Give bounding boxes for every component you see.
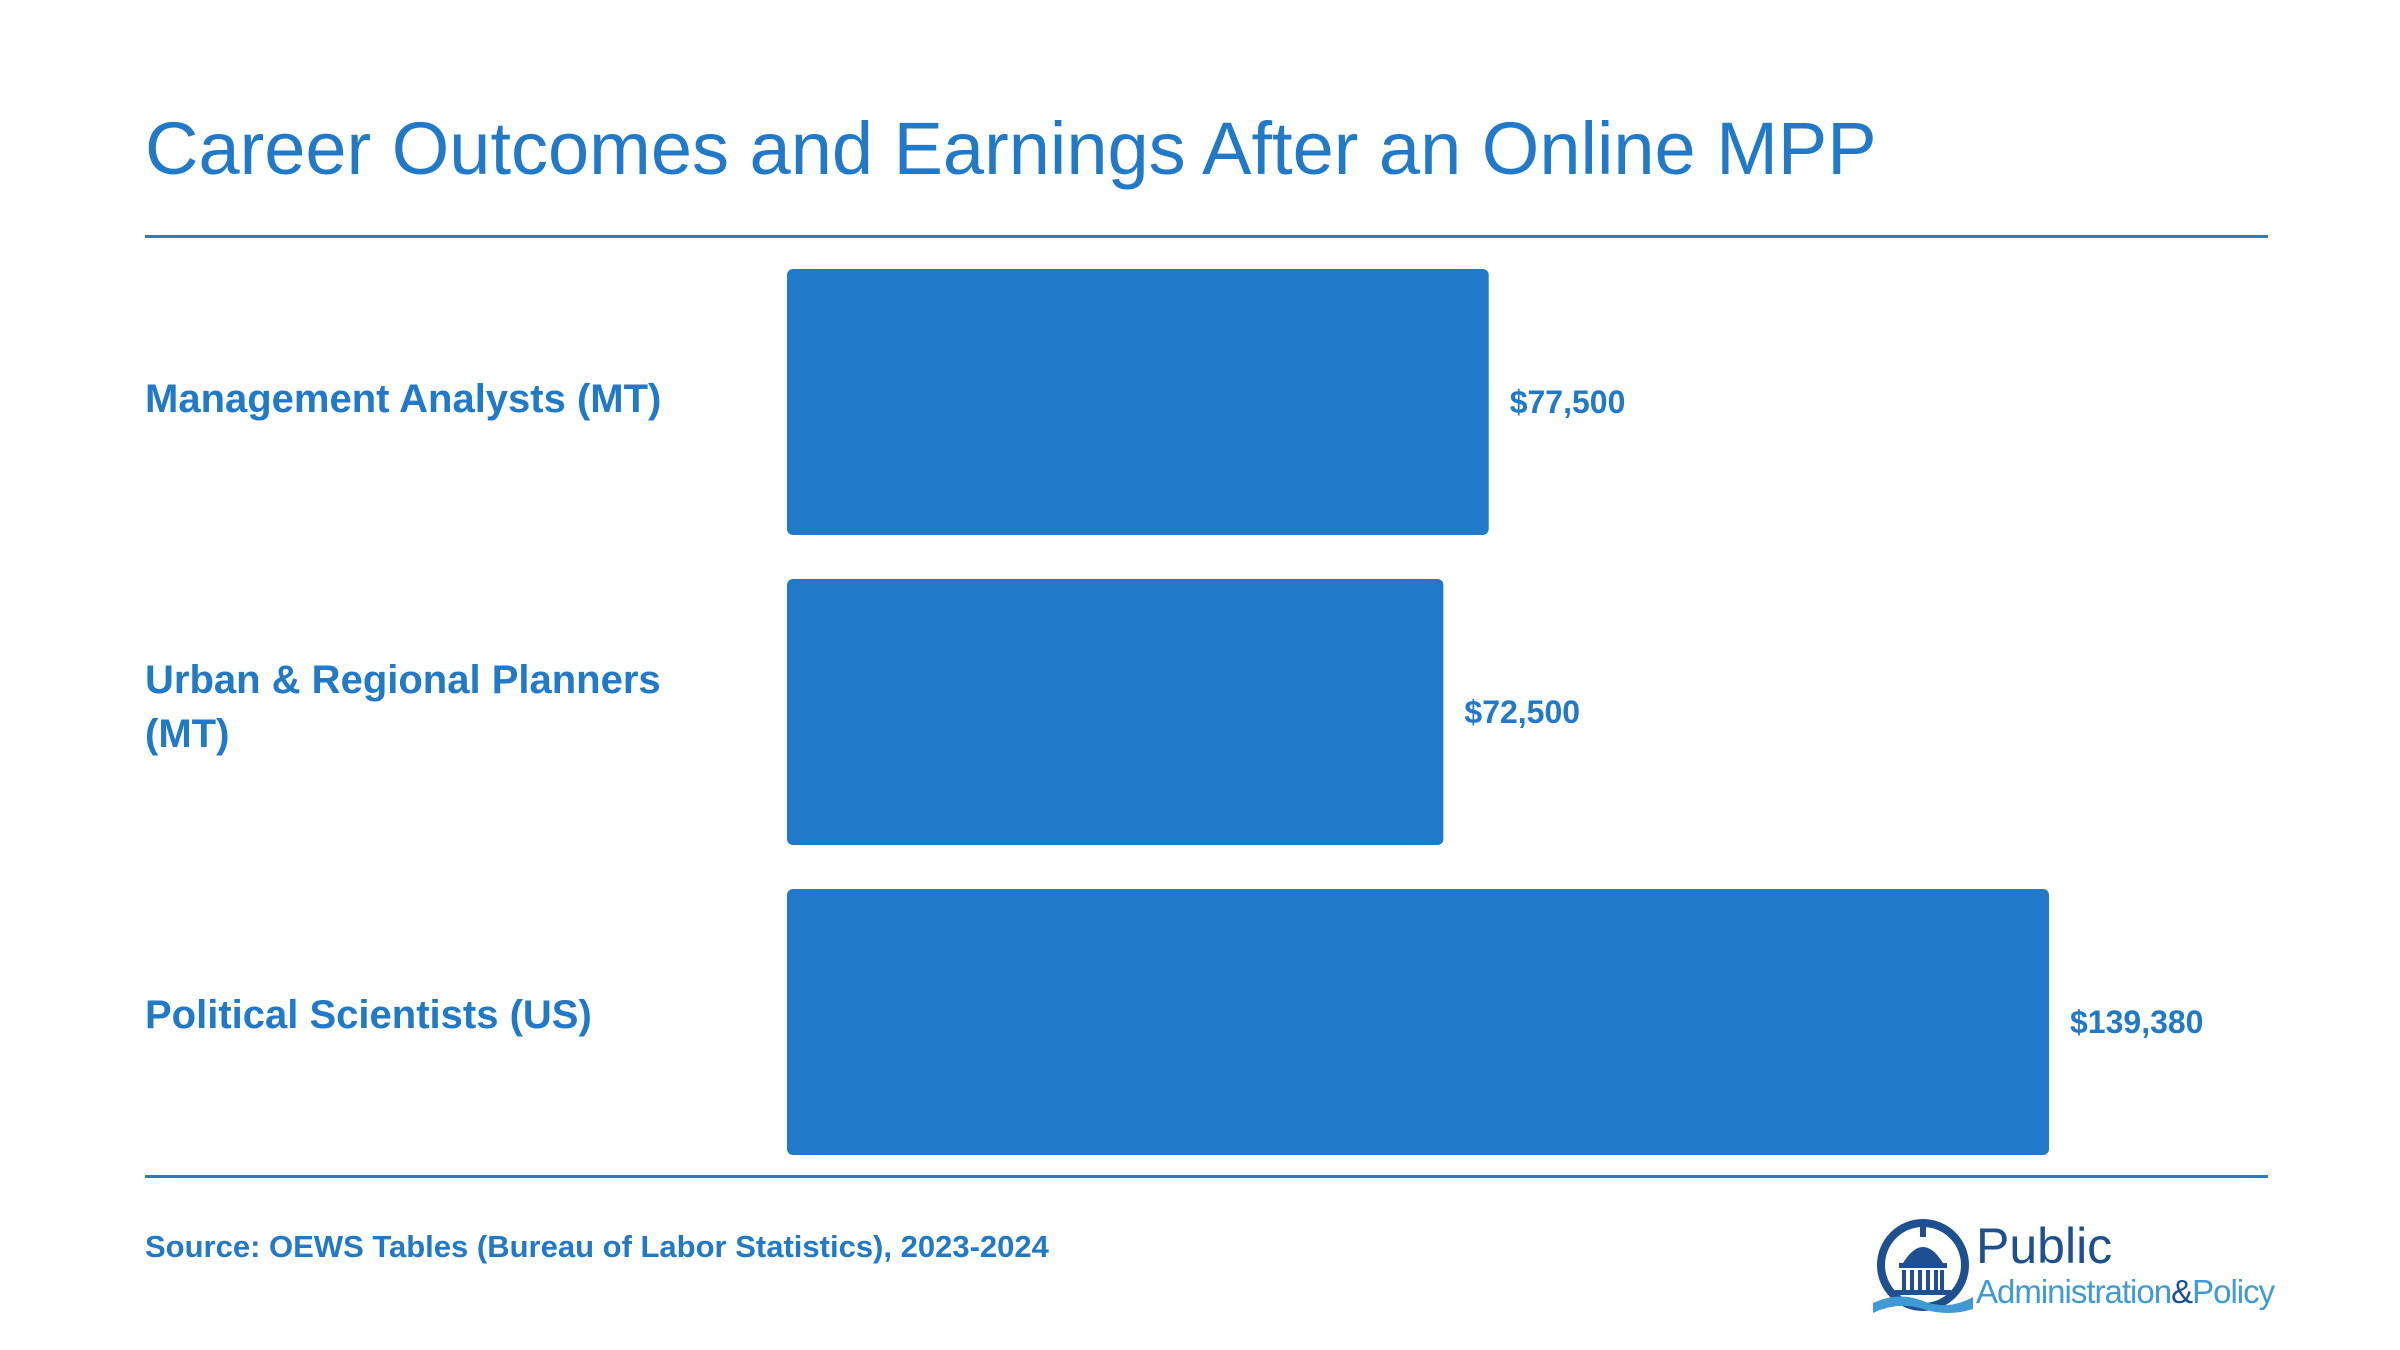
public-administration-policy-logo: Public Administration&Policy xyxy=(1873,1213,2275,1323)
bar-political-scientists xyxy=(787,889,2049,1155)
logo-text-administration-policy: Administration&Policy xyxy=(1976,1273,2275,1310)
category-label-political-scientists: Political Scientists (US) xyxy=(145,993,592,1037)
top-divider xyxy=(145,235,2268,238)
bottom-divider xyxy=(145,1175,2268,1178)
category-label-management-analysts: Management Analysts (MT) xyxy=(145,377,662,421)
value-label-political-scientists: $139,380 xyxy=(2070,1004,2203,1040)
logo-text-public: Public xyxy=(1976,1218,2113,1274)
bar-management-analysts xyxy=(787,269,1489,535)
value-label-urban-regional-planners: $72,500 xyxy=(1464,694,1580,730)
capitol-dome-icon xyxy=(1873,1219,1973,1313)
bar-urban-regional-planners xyxy=(787,579,1444,845)
source-note: Source: OEWS Tables (Bureau of Labor Sta… xyxy=(145,1229,1049,1264)
category-label-urban-regional-planners: Urban & Regional Planners (MT) xyxy=(145,658,661,756)
chart-title: Career Outcomes and Earnings After an On… xyxy=(145,107,1877,190)
value-label-management-analysts: $77,500 xyxy=(1510,384,1626,420)
